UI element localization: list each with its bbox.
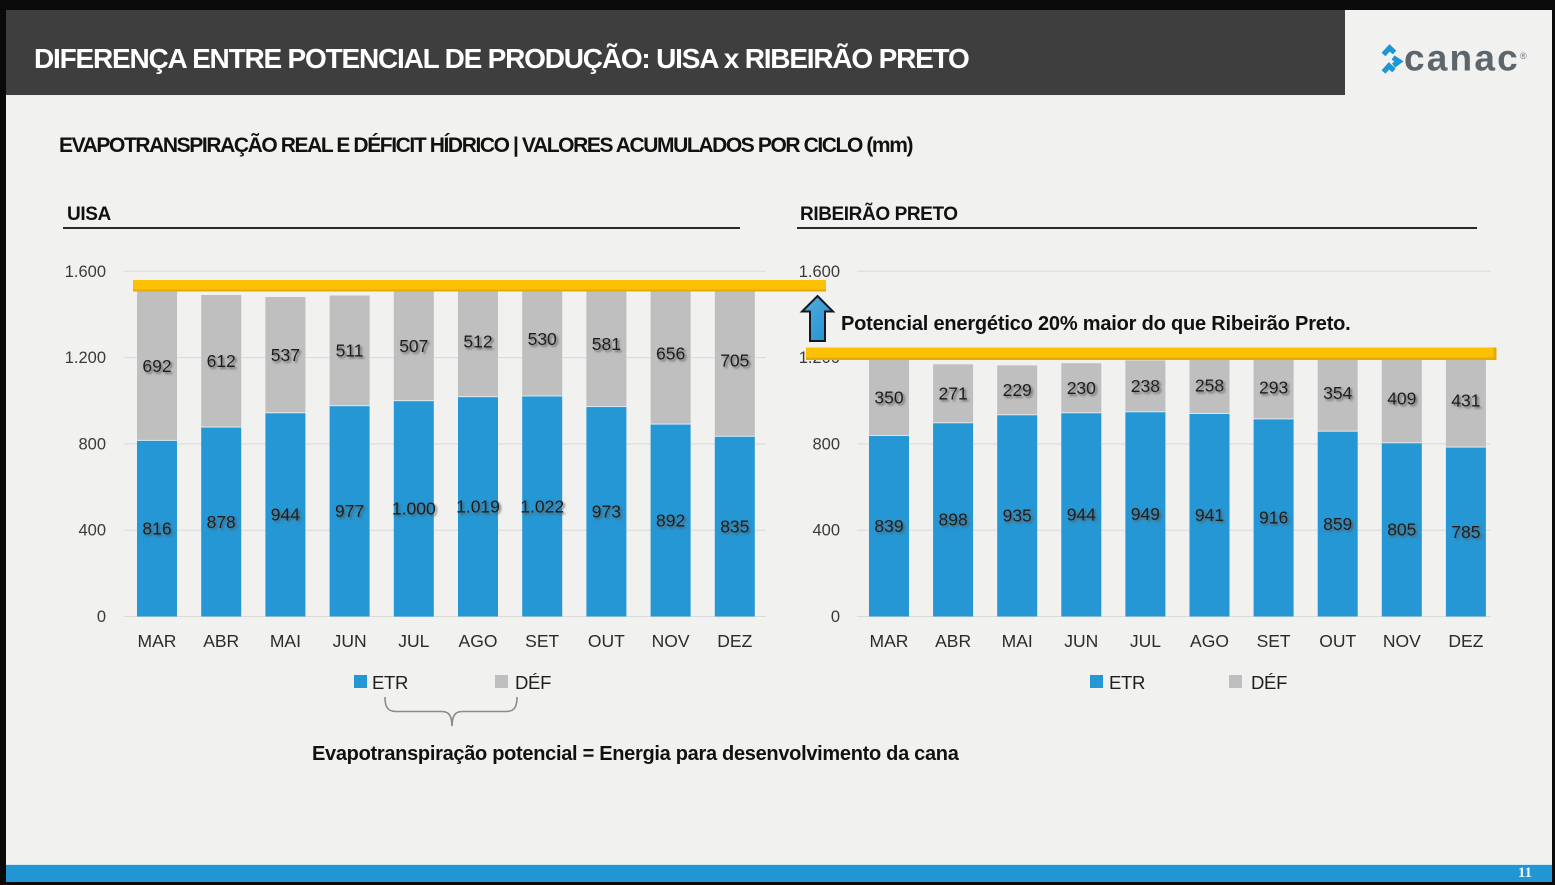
svg-text:JUL: JUL [1130, 631, 1161, 651]
svg-text:511: 511 [336, 341, 364, 361]
svg-text:MAI: MAI [270, 631, 301, 651]
svg-text:935: 935 [1003, 506, 1032, 526]
svg-text:271: 271 [938, 384, 967, 404]
svg-text:1.600: 1.600 [799, 263, 840, 281]
svg-text:977: 977 [335, 501, 364, 521]
svg-text:537: 537 [271, 345, 300, 365]
svg-text:238: 238 [1131, 376, 1160, 396]
svg-text:SET: SET [525, 631, 559, 651]
svg-text:NOV: NOV [652, 631, 690, 651]
svg-text:507: 507 [399, 336, 428, 356]
svg-text:DÉF: DÉF [515, 672, 551, 693]
svg-text:805: 805 [1387, 520, 1416, 540]
svg-text:®: ® [1520, 51, 1527, 61]
svg-text:1.000: 1.000 [392, 499, 436, 519]
svg-text:MAR: MAR [870, 631, 909, 651]
svg-text:1.022: 1.022 [520, 496, 564, 516]
svg-text:878: 878 [207, 512, 236, 532]
svg-text:JUN: JUN [333, 631, 367, 651]
svg-text:892: 892 [656, 510, 685, 530]
svg-text:530: 530 [528, 329, 557, 349]
svg-text:800: 800 [812, 435, 840, 453]
svg-text:AGO: AGO [1190, 631, 1229, 651]
svg-text:350: 350 [874, 388, 903, 408]
svg-text:816: 816 [142, 519, 171, 539]
svg-text:ETR: ETR [372, 672, 408, 693]
svg-text:DÉF: DÉF [1251, 672, 1287, 693]
svg-text:AGO: AGO [459, 631, 498, 651]
svg-text:ETR: ETR [1109, 672, 1145, 693]
svg-text:916: 916 [1259, 508, 1288, 528]
svg-text:859: 859 [1323, 514, 1352, 534]
svg-text:839: 839 [874, 516, 903, 536]
svg-text:581: 581 [592, 334, 621, 354]
svg-text:409: 409 [1387, 389, 1416, 409]
svg-text:JUN: JUN [1064, 631, 1098, 651]
svg-text:DEZ: DEZ [717, 631, 752, 651]
svg-text:0: 0 [831, 608, 840, 626]
svg-text:835: 835 [720, 516, 749, 536]
svg-text:DEZ: DEZ [1448, 631, 1483, 651]
svg-text:MAI: MAI [1002, 631, 1033, 651]
svg-text:656: 656 [656, 343, 685, 363]
svg-text:OUT: OUT [588, 631, 625, 651]
svg-text:692: 692 [142, 356, 171, 376]
svg-text:944: 944 [271, 505, 300, 525]
svg-text:258: 258 [1195, 376, 1224, 396]
svg-text:400: 400 [812, 522, 840, 540]
svg-text:1.019: 1.019 [456, 497, 500, 517]
svg-text:NOV: NOV [1383, 631, 1421, 651]
svg-text:800: 800 [78, 435, 106, 453]
svg-text:ABR: ABR [935, 631, 971, 651]
svg-text:230: 230 [1067, 378, 1096, 398]
svg-text:973: 973 [592, 502, 621, 522]
svg-text:941: 941 [1195, 505, 1224, 525]
svg-text:OUT: OUT [1319, 631, 1356, 651]
svg-text:SET: SET [1257, 631, 1291, 651]
svg-text:1.200: 1.200 [65, 349, 106, 367]
svg-text:ABR: ABR [203, 631, 239, 651]
svg-text:949: 949 [1131, 504, 1160, 524]
svg-text:MAR: MAR [138, 631, 177, 651]
svg-text:431: 431 [1451, 391, 1480, 411]
svg-text:293: 293 [1259, 377, 1288, 397]
svg-text:0: 0 [97, 608, 106, 626]
svg-text:612: 612 [207, 351, 236, 371]
svg-text:785: 785 [1451, 522, 1480, 542]
svg-text:705: 705 [720, 350, 749, 370]
svg-text:1.600: 1.600 [65, 263, 106, 281]
svg-text:512: 512 [463, 331, 492, 351]
svg-text:354: 354 [1323, 383, 1352, 403]
svg-text:canac: canac [1404, 38, 1520, 79]
svg-text:944: 944 [1067, 505, 1096, 525]
svg-text:229: 229 [1003, 380, 1032, 400]
svg-text:898: 898 [938, 510, 967, 530]
svg-text:400: 400 [78, 522, 106, 540]
svg-text:JUL: JUL [398, 631, 429, 651]
